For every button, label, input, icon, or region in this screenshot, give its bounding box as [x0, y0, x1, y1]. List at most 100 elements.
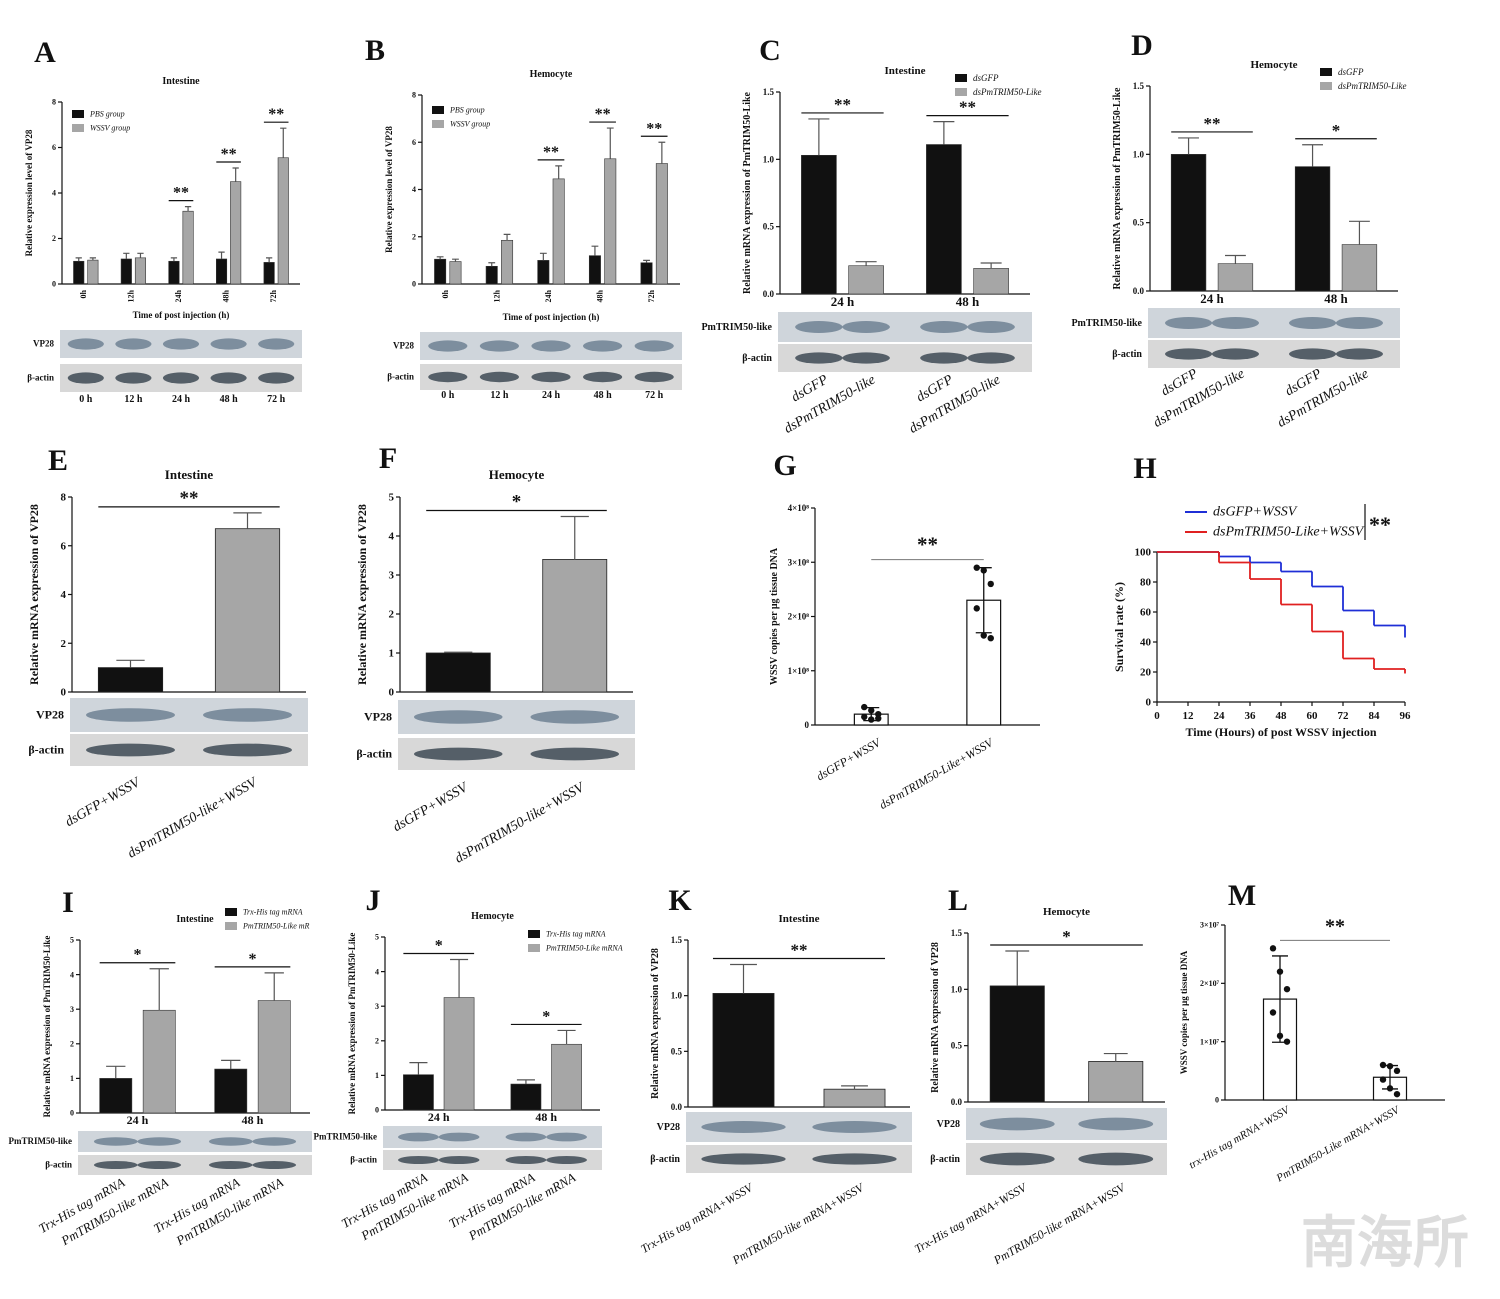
panel-letter: H	[1133, 452, 1156, 485]
data-point	[1283, 985, 1291, 993]
y-tick-label: 1×10⁸	[788, 666, 810, 676]
panel-letter: M	[1228, 879, 1256, 912]
bar	[168, 260, 180, 285]
y-tick-label: 1.0	[951, 984, 963, 994]
blot-band	[252, 1161, 297, 1169]
blot-band	[842, 352, 890, 364]
blot-band	[1078, 1152, 1154, 1166]
significance-label: **	[1204, 114, 1221, 133]
bar	[434, 258, 447, 285]
y-axis-label: Relative mRNA expression of PmTRIM50-Lik…	[42, 936, 52, 1118]
legend-label: PBS group	[89, 110, 125, 119]
error-bar	[123, 252, 130, 259]
y-tick-label: 0.0	[951, 1097, 963, 1107]
error-bar	[450, 958, 469, 998]
y-tick-label: 1×10⁷	[1200, 1037, 1220, 1046]
bar	[214, 1068, 248, 1114]
y-tick-label: 5	[389, 492, 395, 504]
blot-band	[208, 1137, 253, 1146]
x-axis-label: Time of post injection (h)	[133, 310, 230, 320]
bar	[989, 985, 1045, 1103]
y-tick-label: 3×10⁷	[1200, 921, 1220, 930]
error-bar	[184, 206, 192, 212]
data-point	[980, 632, 987, 639]
bar	[449, 261, 462, 285]
bar	[142, 1009, 176, 1114]
y-tick-label: 1.5	[951, 928, 963, 938]
lane-label: 24 h	[542, 390, 561, 401]
panel-letter: E	[48, 444, 68, 477]
data-point	[861, 713, 868, 721]
error-bar	[488, 262, 496, 267]
legend-label: dsPmTRIM50-Like+WSSV	[1213, 525, 1365, 540]
x-tick-label: 72h	[269, 289, 278, 302]
legend-label: PmTRIM50-Like mR	[242, 922, 310, 931]
blot-band	[505, 1156, 547, 1164]
panel-letter: J	[366, 884, 381, 917]
error-bar	[606, 127, 614, 159]
x-tick-label: 48 h	[956, 294, 980, 309]
blot-band	[967, 352, 1015, 364]
x-tick-label: 24 h	[127, 1113, 149, 1127]
panel-letter: L	[948, 884, 968, 917]
error-bar	[503, 233, 511, 241]
bar	[403, 1074, 434, 1111]
error-bar	[1005, 950, 1030, 986]
x-tick-label: 84	[1369, 710, 1381, 722]
blot-band	[1335, 348, 1383, 360]
y-axis-label: Survival rate (%)	[1112, 582, 1126, 672]
blot-label: VP28	[33, 339, 54, 349]
y-tick-label: 0.0	[671, 1102, 683, 1112]
data-point	[1276, 968, 1284, 975]
blot-band	[93, 1137, 138, 1146]
lane-label: 48 h	[594, 390, 613, 401]
y-axis-label: Relative mRNA expression of VP28	[355, 504, 369, 685]
error-bar	[106, 1065, 126, 1079]
blot-panel	[383, 1126, 602, 1148]
blot-label: β-actin	[27, 373, 54, 383]
blot-label: β-actin	[1112, 349, 1142, 360]
blot-band	[93, 1161, 138, 1169]
significance-label: *	[542, 1008, 550, 1025]
panel-letter: D	[1131, 29, 1153, 62]
y-tick-label: 3×10⁸	[788, 557, 810, 567]
y-tick-label: 1.0	[671, 991, 683, 1001]
error-bar	[452, 258, 459, 262]
blot-band	[162, 372, 200, 384]
y-tick-label: 0	[52, 280, 56, 289]
x-tick-label: 48	[1276, 710, 1288, 722]
error-bar	[555, 165, 563, 179]
legend-swatch	[432, 106, 444, 114]
x-tick-label: 48 h	[535, 1110, 557, 1124]
error-bar	[841, 1085, 868, 1090]
bar	[848, 265, 884, 295]
y-tick-label: 2×10⁷	[1200, 979, 1220, 988]
significance-label: *	[134, 947, 142, 964]
blot-band	[546, 1156, 587, 1164]
y-tick-label: 1.5	[1133, 81, 1145, 91]
bar	[823, 1088, 886, 1108]
blot-band	[1289, 348, 1337, 360]
blot-band	[505, 1132, 547, 1142]
error-bar	[149, 968, 169, 1011]
y-tick-label: 1.5	[671, 935, 683, 945]
x-tick-label: 0	[1154, 710, 1160, 722]
x-tick-label: 24 h	[428, 1110, 450, 1124]
chart-title: Intestine	[885, 65, 926, 77]
bar	[1088, 1061, 1144, 1103]
panel-letter: B	[365, 34, 385, 67]
error-bar	[933, 121, 955, 145]
blot-band	[795, 352, 843, 364]
y-axis-label: WSSV copies per μg tissue DNA	[1179, 950, 1189, 1074]
significance-label: **	[268, 106, 284, 123]
data-point	[987, 635, 994, 642]
error-bar	[264, 972, 284, 1001]
significance-label: **	[180, 488, 199, 509]
bar	[640, 262, 653, 285]
bar	[263, 262, 275, 285]
lane-label: 48 h	[220, 394, 239, 405]
y-axis-label: Relative mRNA expression of PmTRIM50-Lik…	[347, 933, 357, 1115]
blot-band	[920, 321, 968, 333]
error-bar	[516, 1079, 535, 1085]
legend-label: dsGFP	[973, 73, 999, 83]
